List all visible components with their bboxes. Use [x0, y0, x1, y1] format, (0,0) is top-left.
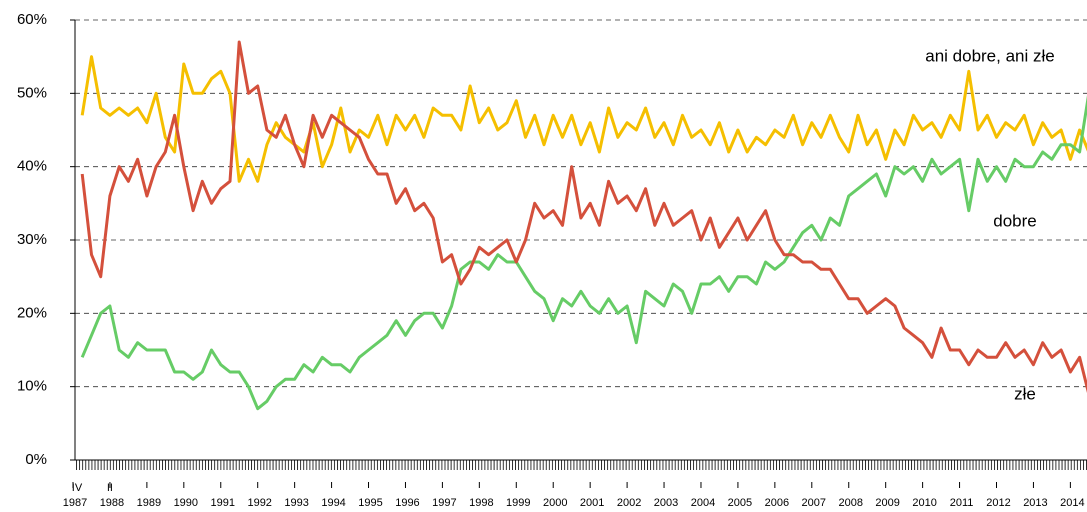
x-tick-label: 2003 — [654, 497, 678, 509]
x-tick-label: 1988 — [100, 497, 124, 509]
x-tick-label: 1991 — [211, 497, 235, 509]
x-tick-label: 1994 — [321, 497, 345, 509]
x-tick-label: 1995 — [358, 497, 382, 509]
x-tick-label: 2013 — [1023, 497, 1047, 509]
x-tick-label: 2007 — [802, 497, 826, 509]
x-tick-label: 1998 — [469, 497, 493, 509]
y-tick-label: 40% — [17, 158, 47, 175]
series-label: złe — [1014, 384, 1036, 403]
x-sublabel: II — [107, 482, 113, 494]
x-sublabel: IV — [72, 482, 83, 494]
x-tick-label: 1996 — [395, 497, 419, 509]
y-tick-label: 10% — [17, 378, 47, 395]
x-tick-label: 2011 — [950, 497, 974, 509]
x-tick-label: 2002 — [617, 497, 641, 509]
x-tick-label: 2010 — [912, 497, 936, 509]
series-label: ani dobre, ani złe — [925, 46, 1054, 65]
minor-ticks — [75, 460, 1087, 470]
x-tick-label: 2006 — [765, 497, 789, 509]
y-tick-label: 0% — [25, 451, 47, 468]
series-label: dobre — [993, 211, 1036, 230]
x-tick-label: 2008 — [838, 497, 862, 509]
x-tick-label: 1997 — [432, 497, 456, 509]
x-tick-label: 2009 — [875, 497, 899, 509]
x-tick-label: 2012 — [986, 497, 1010, 509]
x-tick-label: 2014 — [1060, 497, 1084, 509]
x-tick-label: 1987 — [63, 497, 87, 509]
x-tick-label: 1989 — [137, 497, 161, 509]
x-tick-label: 1993 — [284, 497, 308, 509]
y-tick-label: 30% — [17, 231, 47, 248]
x-tick-label: 2001 — [580, 497, 604, 509]
x-tick-label: 1999 — [506, 497, 530, 509]
x-tick-label: 1992 — [247, 497, 271, 509]
x-tick-label: 1990 — [174, 497, 198, 509]
series-line — [80, 40, 1087, 393]
x-tick-label: 2000 — [543, 497, 567, 509]
y-tick-label: 50% — [17, 84, 47, 101]
series-line — [80, 55, 1087, 183]
x-tick-label: 2004 — [691, 497, 715, 509]
x-tick-label: 2005 — [728, 497, 752, 509]
series-line — [80, 95, 1087, 411]
y-tick-label: 60% — [17, 11, 47, 28]
y-tick-label: 20% — [17, 304, 47, 321]
